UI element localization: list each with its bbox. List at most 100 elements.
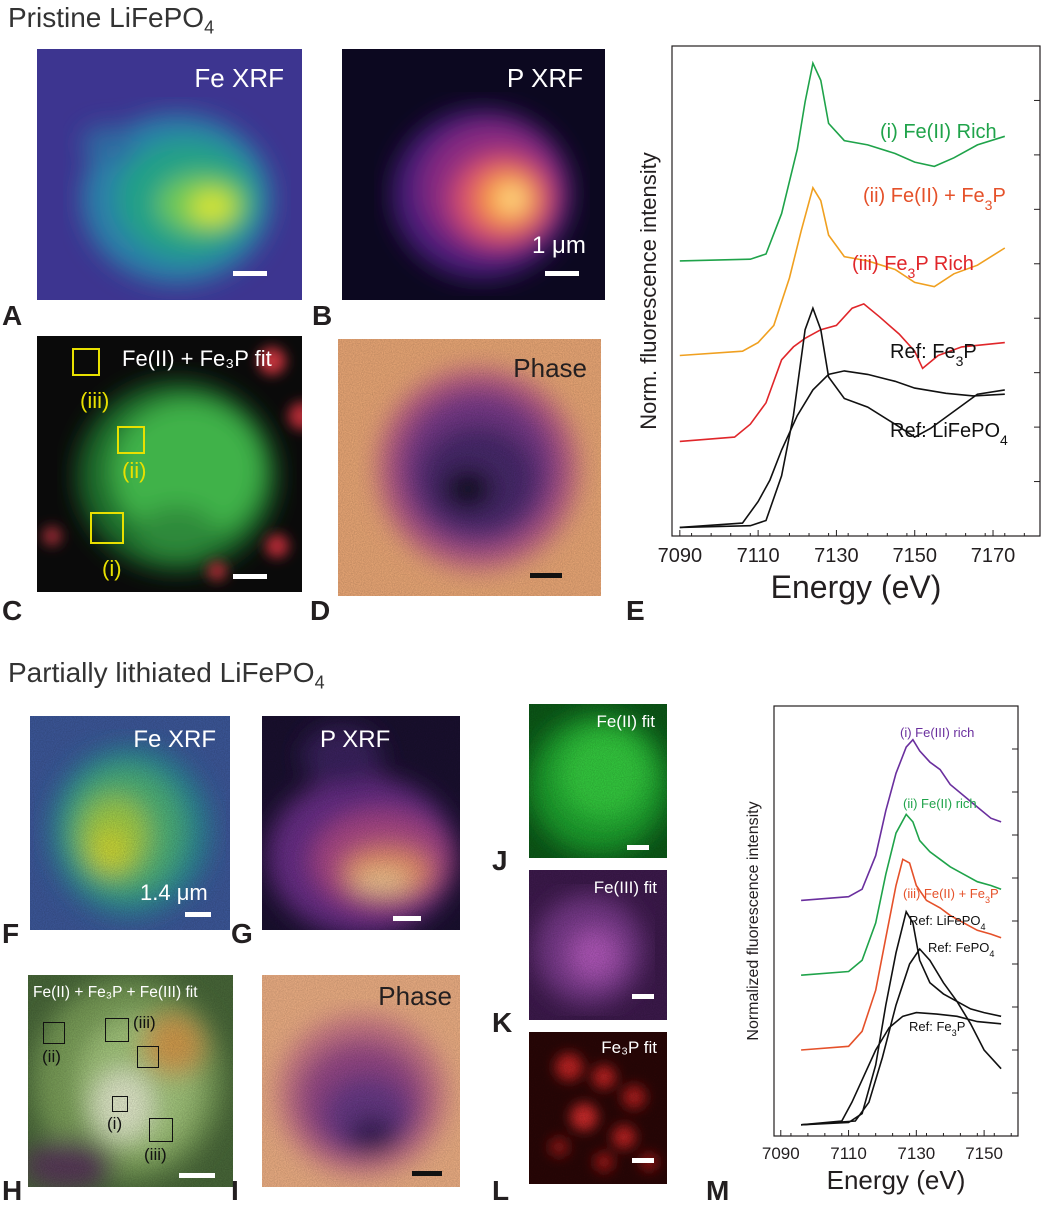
series-line: [679, 305, 1005, 529]
fe-xrf-map: [37, 49, 302, 300]
series-line: [679, 370, 1005, 529]
fe2-fit-map: [529, 704, 667, 858]
panel-label-g: G: [231, 918, 253, 949]
roi-label-ii: (ii): [42, 1047, 61, 1066]
panel-label-e: E: [626, 595, 645, 626]
plot-frame: [773, 705, 1019, 1137]
panel-g-p-xrf: P XRF: [262, 716, 460, 930]
scale-bar: [627, 845, 649, 850]
x-tick-label: 7090: [658, 545, 703, 567]
phase-map: [262, 975, 460, 1187]
panel-l-fe3p-fit: Fe₃P fit: [529, 1032, 667, 1184]
panel-h-title: Fe(II) + Fe₃P + Fe(III) fit: [33, 984, 198, 1001]
roi-iii-b: [137, 1046, 159, 1068]
panel-label-j: J: [492, 845, 508, 876]
scale-label: 1 μm: [532, 232, 586, 259]
series-annotation: Ref: Fe3P: [909, 1019, 965, 1038]
series-line: [801, 909, 1002, 1126]
chart-m-xanes: 7090 7110 7130 7150 Energy (eV) Normalized fl…: [745, 705, 1019, 1195]
panel-i-phase: Phase: [262, 975, 460, 1187]
x-tick-label: 7130: [814, 545, 859, 567]
scale-label: 1.4 μm: [140, 880, 208, 905]
panel-label-a: A: [2, 300, 23, 331]
scale-bar: [393, 916, 421, 921]
panel-h-fit: Fe(II) + Fe₃P + Fe(III) fit (ii) (iii) (…: [28, 975, 233, 1187]
roi-label-ii: (ii): [122, 458, 147, 483]
x-tick-label: 7110: [737, 545, 780, 567]
fit-map: [37, 336, 302, 592]
panel-b-title: P XRF: [506, 63, 583, 93]
series-line: [801, 813, 1002, 976]
series-annotation: (ii) Fe(II) rich: [903, 796, 977, 811]
y-axis-label: Norm. fluorescence intensity: [636, 152, 661, 430]
series-annotation: Ref: LiFePO4: [909, 913, 986, 932]
panel-a-title: Fe XRF: [194, 63, 284, 93]
fit-map: [28, 975, 233, 1187]
panel-c-fit: Fe(II) + Fe₃P fit (iii) (ii) (i): [37, 336, 302, 592]
roi-ii: [43, 1022, 65, 1044]
scale-bar: [233, 574, 267, 579]
roi-label-i: (i): [107, 1114, 123, 1133]
series-annotation: Ref: Fe3P: [890, 341, 977, 369]
series-annotation: (i) Fe(II) Rich: [880, 121, 997, 143]
series-line: [801, 947, 1002, 1126]
panel-label-f: F: [2, 918, 20, 949]
scale-bar: [185, 912, 211, 917]
panel-k-fe3-fit: Fe(III) fit: [529, 870, 667, 1020]
x-tick-label: 7150: [892, 545, 937, 567]
roi-ii: [117, 426, 145, 454]
roi-label-iii: (iii): [80, 388, 110, 413]
section-title-partially-lithiated: Partially lithiated LiFePO4: [8, 657, 325, 693]
panel-b-p-xrf: P XRF 1 μm: [342, 49, 605, 300]
scale-bar: [530, 573, 562, 578]
panel-d-phase: Phase: [338, 339, 601, 596]
panel-label-h: H: [2, 1175, 23, 1206]
scale-bar: [632, 1158, 654, 1163]
panel-c-title: Fe(II) + Fe₃P fit: [122, 346, 272, 371]
series-line: [679, 185, 1006, 357]
panel-j-fe2-fit: Fe(II) fit: [529, 704, 667, 858]
series-line: [801, 858, 1002, 1051]
series-line: [801, 738, 1002, 902]
roi-i: [112, 1096, 128, 1112]
chart-e-xanes: 7090 7110 7130 7150 7170 Energy (eV) Norm. flu…: [636, 45, 1041, 605]
section-title-pristine: Pristine LiFePO4: [8, 2, 215, 38]
series-annotation: (ii) Fe(II) + Fe3P: [863, 185, 1006, 213]
x-tick-label: 7150: [965, 1144, 1003, 1163]
x-tick-label: 7110: [830, 1144, 867, 1163]
scale-bar: [632, 994, 654, 999]
roi-label-i: (i): [102, 556, 122, 581]
series-line: [801, 1011, 1002, 1126]
panel-label-m: M: [706, 1175, 730, 1206]
panel-label-i: I: [231, 1175, 239, 1206]
panel-label-d: D: [310, 595, 331, 626]
roi-label-iii-a: (iii): [133, 1013, 156, 1032]
panel-label-l: L: [492, 1175, 510, 1206]
series-line: [679, 60, 1006, 262]
panel-label-b: B: [312, 300, 333, 331]
plot-frame: [671, 45, 1041, 537]
scale-bar: [545, 271, 579, 276]
panel-f-title: Fe XRF: [133, 726, 216, 753]
panel-d-title: Phase: [513, 353, 587, 383]
phase-map: [338, 339, 601, 596]
roi-iii: [72, 348, 100, 376]
series-annotation: (iii) Fe(II) + Fe3P: [903, 886, 999, 905]
series-line: [679, 302, 1005, 443]
p-xrf-map: [342, 49, 605, 300]
series-annotation: Ref: FePO4: [928, 940, 994, 959]
x-axis-label: Energy (eV): [771, 569, 942, 605]
x-axis-label: Energy (eV): [827, 1165, 966, 1195]
y-axis-label: Normalized fluorescence intensity: [745, 801, 762, 1040]
scale-bar: [233, 271, 267, 276]
roi-i: [90, 512, 124, 544]
panel-l-title: Fe₃P fit: [601, 1038, 657, 1057]
series-annotation: (i) Fe(III) rich: [900, 725, 974, 740]
fe3-fit-map: [529, 870, 667, 1020]
series-annotation: Ref: LiFePO4: [890, 420, 1008, 448]
roi-label-iii-c: (iii): [144, 1145, 167, 1164]
panel-k-title: Fe(III) fit: [593, 878, 657, 897]
fe-xrf-map: [30, 716, 230, 930]
panel-label-c: C: [2, 595, 23, 626]
panel-g-title: P XRF: [320, 726, 391, 753]
